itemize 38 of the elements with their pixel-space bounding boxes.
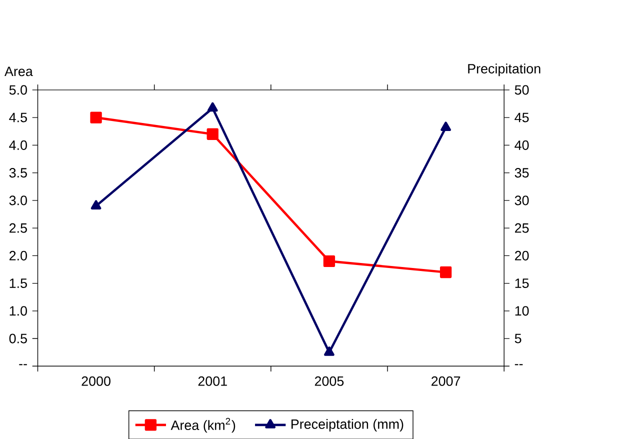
y-tick-label: 5.0 — [9, 84, 27, 94]
point — [90, 112, 102, 124]
legend-label: Area (km$^{2}$) — [170, 418, 236, 432]
x-tick-label: 2001 — [198, 376, 227, 386]
y-tick-label: 3.0 — [9, 195, 27, 205]
y2-tick-label: 30 — [514, 195, 529, 205]
point — [440, 121, 452, 131]
y2-tick-label: 20 — [514, 250, 529, 260]
y-tick-label: -- — [19, 364, 27, 365]
y2-tick-label: 5 — [514, 334, 522, 344]
point — [207, 102, 218, 112]
y-axis-title: Area — [4, 66, 33, 76]
y-tick-label: 0.5 — [9, 334, 27, 344]
point — [323, 255, 336, 267]
point — [206, 128, 218, 140]
y2-tick-label: -- — [514, 364, 523, 365]
y2-tick-label: 25 — [514, 223, 529, 233]
y2-tick-label: 40 — [514, 140, 529, 150]
y-tick-label: 2.0 — [9, 250, 27, 260]
y2-tick-label: 15 — [515, 278, 529, 288]
y-tick-label: 4.0 — [9, 140, 27, 150]
point — [90, 200, 102, 210]
y2-tick-label: 35 — [514, 168, 529, 178]
y-tick-label: 1.5 — [10, 278, 27, 288]
point — [324, 346, 334, 356]
y2-tick-label: 45 — [514, 112, 529, 122]
x-tick-label: 2000 — [82, 376, 110, 386]
y2-tick-label: 10 — [515, 306, 529, 316]
point — [440, 266, 452, 278]
legend-label: Preceiptation (mm) — [292, 418, 404, 432]
x-tick-label: 2007 — [432, 376, 460, 386]
y-tick-label: 2.5 — [9, 223, 27, 233]
y-tick-label: 4.5 — [9, 112, 27, 122]
x-tick-label: 2005 — [314, 376, 344, 386]
y-tick-label: 3.5 — [9, 168, 27, 178]
y-tick-label: 1.0 — [10, 306, 27, 316]
y2-tick-label: 50 — [514, 84, 529, 94]
y2-axis-title: Precipitation — [468, 63, 540, 76]
